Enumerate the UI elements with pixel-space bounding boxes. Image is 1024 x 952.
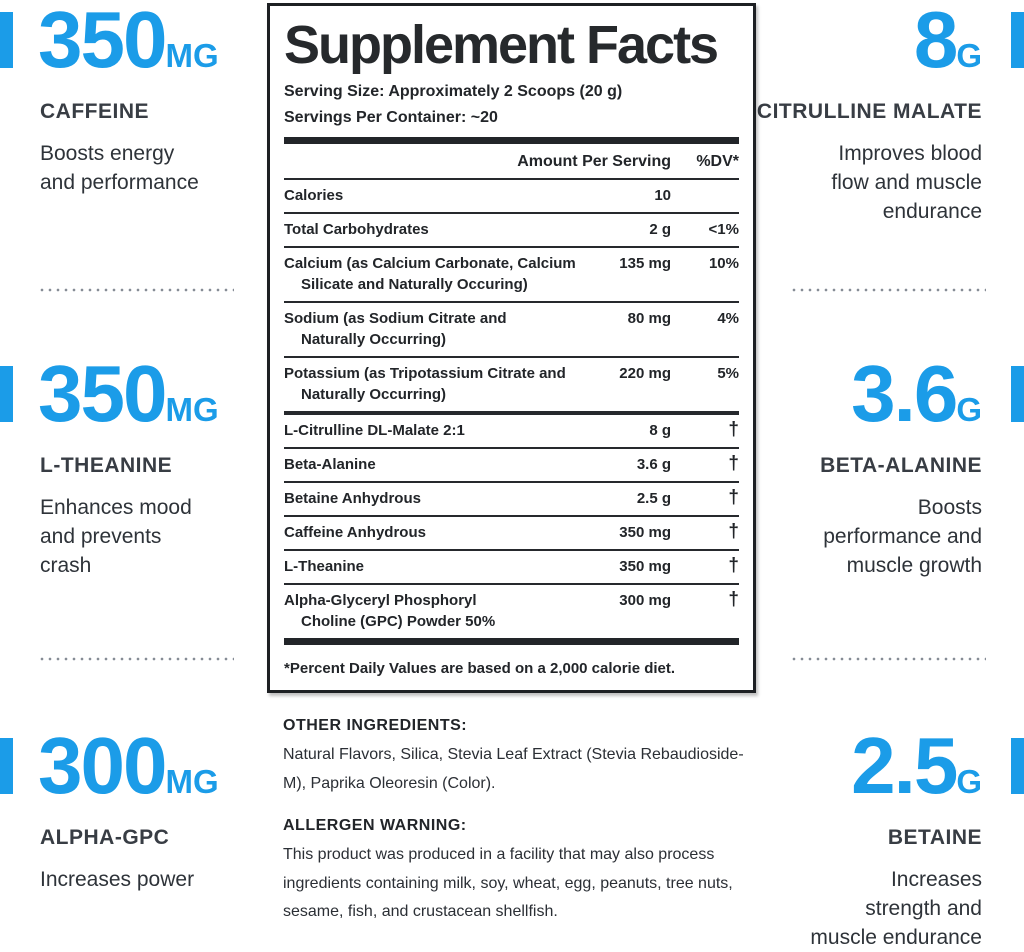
table-row-alpha-gpc: Alpha-Glyceryl Phosphoryl Choline (GPC) P… xyxy=(284,589,739,630)
ingredient-name: CAFFEINE xyxy=(40,100,149,123)
callout-l-theanine: 350MG L-THEANINE Enhances mood and preve… xyxy=(0,354,262,580)
servings-per-container: Servings Per Container: ~20 xyxy=(284,109,498,126)
accent-bar xyxy=(0,366,13,422)
ingredient-description: Increases power xyxy=(40,868,195,891)
dotted-separator xyxy=(790,657,986,661)
column-header-dv: %DV* xyxy=(696,153,739,170)
footnotes: *Percent Daily Values are based on a 2,0… xyxy=(284,645,739,690)
accent-bar xyxy=(0,738,13,794)
divider-thick xyxy=(284,137,739,144)
ingredient-name: ALPHA-GPC xyxy=(40,826,170,849)
panel-title: Supplement Facts xyxy=(284,15,719,75)
ingredient-name: BETAINE xyxy=(887,826,982,849)
footnote-daily-values: *Percent Daily Values are based on a 2,0… xyxy=(284,660,676,677)
other-ingredients-title: OTHER INGREDIENTS: xyxy=(283,717,468,734)
dagger-symbol: † xyxy=(728,589,739,610)
callout-beta-alanine: 3.6G BETA-ALANINE Boosts performance and… xyxy=(744,354,1024,580)
dosage-unit: G xyxy=(956,391,982,428)
table-row-calories: Calories 10 xyxy=(284,180,739,214)
table-row-sodium: Sodium (as Sodium Citrate and Naturally O… xyxy=(284,303,739,358)
dosage-number: 2.5 xyxy=(851,721,958,810)
ingredient-name: CITRULLINE MALATE xyxy=(756,100,982,123)
supplement-facts-panel: Supplement Facts Serving Size: Approxima… xyxy=(267,3,756,693)
table-row-total-carbohydrates: Total Carbohydrates 2 g <1% xyxy=(284,214,739,248)
accent-bar xyxy=(1011,366,1024,422)
footnote-dagger: †Daily Value not established. xyxy=(284,682,739,690)
callout-citrulline-malate: 8G CITRULLINE MALATE Improves blood flow… xyxy=(744,0,1024,226)
dotted-separator xyxy=(790,288,986,292)
table-row-potassium: Potassium (as Tripotassium Citrate and Na… xyxy=(284,358,739,415)
ingredient-name: BETA-ALANINE xyxy=(820,454,982,477)
dosage-unit: MG xyxy=(165,391,219,428)
table-row-betaine-anhydrous: Betaine Anhydrous 2.5 g † xyxy=(284,483,739,517)
dosage-number: 350 xyxy=(38,349,167,438)
dagger-symbol: † xyxy=(728,487,739,508)
table-row-caffeine-anhydrous: Caffeine Anhydrous 350 mg † xyxy=(284,517,739,551)
allergen-warning-body: This product was produced in a facility … xyxy=(283,846,733,920)
callout-betaine: 2.5G BETAINE Increases strength and musc… xyxy=(744,726,1024,952)
ingredient-description: Boosts energy and performance xyxy=(40,142,199,194)
ingredient-name: L-THEANINE xyxy=(40,454,173,477)
ingredient-description: Improves blood flow and muscle endurance xyxy=(831,142,982,223)
table-header: Amount Per Serving %DV* xyxy=(284,144,739,180)
column-header-amount: Amount Per Serving xyxy=(517,153,671,170)
dagger-symbol: † xyxy=(728,419,739,440)
divider-thick xyxy=(284,638,739,645)
dosage-number: 350 xyxy=(38,0,167,84)
dosage-unit: G xyxy=(956,763,982,800)
dosage-number: 300 xyxy=(38,721,167,810)
accent-bar xyxy=(0,12,13,68)
dosage-value: 350MG xyxy=(38,354,262,446)
dosage-number: 3.6 xyxy=(851,349,958,438)
callout-alpha-gpc: 300MG ALPHA-GPC Increases power xyxy=(0,726,262,894)
bottom-info: OTHER INGREDIENTS: Natural Flavors, Sili… xyxy=(283,716,745,927)
ingredient-description: Enhances mood and prevents crash xyxy=(40,496,192,577)
callout-caffeine: 350MG CAFFEINE Boosts energy and perform… xyxy=(0,0,262,197)
serving-size: Serving Size: Approximately 2 Scoops (20… xyxy=(284,83,623,100)
accent-bar xyxy=(1011,738,1024,794)
dosage-unit: MG xyxy=(165,763,219,800)
dotted-separator xyxy=(38,657,234,661)
ingredient-description: Increases strength and muscle endurance xyxy=(810,868,982,949)
dosage-number: 8 xyxy=(913,0,958,84)
table-row-l-theanine: L-Theanine 350 mg † xyxy=(284,551,739,585)
other-ingredients-body: Natural Flavors, Silica, Stevia Leaf Ext… xyxy=(283,746,744,792)
dosage-value: 3.6G xyxy=(744,354,982,446)
table-row-l-citrulline: L-Citrulline DL-Malate 2:1 8 g † xyxy=(284,415,739,449)
table-row-calcium: Calcium (as Calcium Carbonate, Calcium Si… xyxy=(284,248,739,303)
dotted-separator xyxy=(38,288,234,292)
dagger-symbol: † xyxy=(728,555,739,576)
accent-bar xyxy=(1011,12,1024,68)
dosage-unit: MG xyxy=(165,37,219,74)
dosage-value: 8G xyxy=(744,0,982,92)
dosage-value: 2.5G xyxy=(744,726,982,818)
dosage-value: 300MG xyxy=(38,726,262,818)
table-row-beta-alanine: Beta-Alanine 3.6 g † xyxy=(284,449,739,483)
allergen-warning-title: ALLERGEN WARNING: xyxy=(283,817,467,834)
dagger-symbol: † xyxy=(728,453,739,474)
dagger-symbol: † xyxy=(728,521,739,542)
dosage-unit: G xyxy=(956,37,982,74)
ingredient-description: Boosts performance and muscle growth xyxy=(823,496,982,577)
dosage-value: 350MG xyxy=(38,0,262,92)
